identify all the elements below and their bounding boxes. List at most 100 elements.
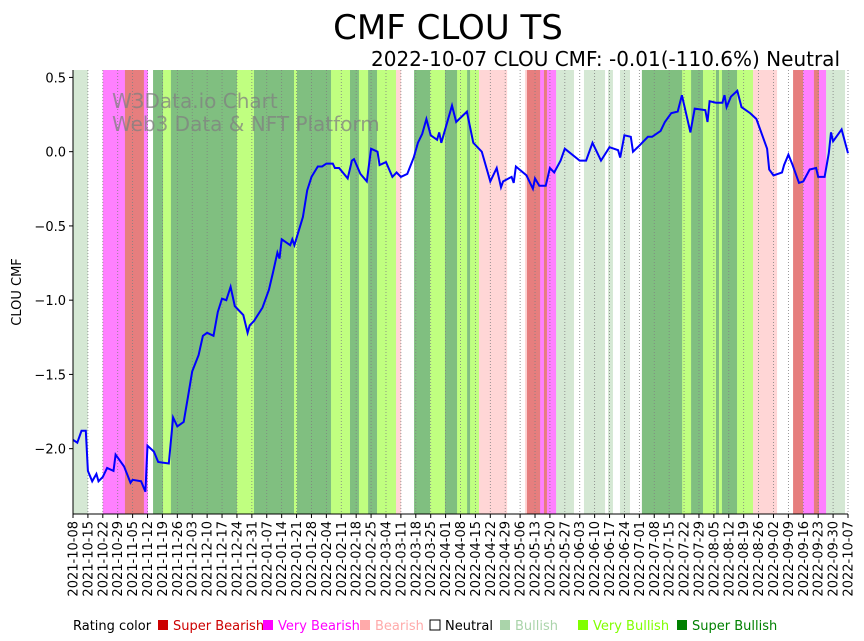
x-tick-label: 2022-08-19 (737, 521, 752, 597)
x-tick-label: 2021-11-19 (156, 521, 171, 597)
band-neutral (147, 70, 154, 514)
x-tick-label: 2022-09-16 (797, 521, 812, 597)
band-neutral (507, 70, 526, 514)
band-neutral (573, 70, 585, 514)
y-tick-label: −0.5 (34, 220, 66, 235)
band-neutral (612, 70, 621, 514)
band-very-bullish (682, 70, 692, 514)
y-tick-label: −1.0 (34, 294, 66, 309)
band-very-bearish (546, 70, 557, 514)
x-tick-label: 2022-09-02 (767, 521, 782, 597)
x-tick-label: 2022-05-27 (558, 521, 573, 597)
x-tick-label: 2022-06-03 (573, 521, 588, 597)
legend-swatch-very-bearish (263, 620, 273, 630)
band-neutral (629, 70, 643, 514)
band-very-bullish (470, 70, 480, 514)
y-tick-label: 0.5 (45, 71, 66, 86)
legend-swatch-bullish (500, 620, 510, 630)
band-super-bullish (715, 70, 720, 514)
chart-title: CMF CLOU TS (333, 8, 563, 48)
legend-label-bullish: Bullish (515, 619, 558, 634)
band-neutral (87, 70, 104, 514)
band-bullish (826, 70, 846, 514)
band-bearish (395, 70, 402, 514)
band-neutral (605, 70, 609, 514)
legend-title: Rating color (73, 619, 152, 634)
band-very-bullish (358, 70, 369, 514)
legend-swatch-bearish (360, 620, 370, 630)
x-tick-label: 2022-07-01 (633, 521, 648, 597)
x-tick-label: 2022-03-18 (409, 521, 424, 597)
x-tick-label: 2022-01-14 (275, 521, 290, 597)
x-axis-ticks: 2021-10-08 2021-10-15 2021-10-22 2021-10-29… (67, 514, 857, 597)
weekly-gridlines (72, 70, 849, 514)
band-bullish (608, 70, 614, 514)
band-super-bearish (543, 70, 548, 514)
x-tick-label: 2022-09-09 (782, 521, 797, 597)
band-super-bullish (368, 70, 378, 514)
band-very-bullish (294, 70, 298, 514)
x-tick-label: 2022-04-29 (499, 521, 514, 597)
legend-label-very-bullish: Very Bullish (593, 619, 669, 634)
band-super-bearish (793, 70, 804, 514)
x-tick-label: 2022-05-20 (543, 521, 558, 597)
band-very-bullish (236, 70, 255, 514)
x-tick-label: 2021-12-03 (186, 521, 201, 597)
rating-legend: Rating color Super Bearish Very Bearish Bea… (73, 619, 777, 634)
band-bullish (73, 70, 89, 514)
x-tick-label: 2022-04-01 (439, 521, 454, 597)
x-tick-label: 2022-04-22 (484, 521, 499, 597)
x-tick-label: 2021-10-22 (96, 521, 111, 597)
cmf-series-line (72, 88, 849, 493)
x-tick-label: 2021-11-05 (126, 521, 141, 597)
band-super-bullish (170, 70, 238, 514)
band-super-bullish (349, 70, 360, 514)
x-tick-label: 2022-04-15 (469, 521, 484, 597)
x-tick-label: 2022-03-25 (424, 521, 439, 597)
band-bullish (619, 70, 631, 514)
x-tick-label: 2021-10-15 (81, 521, 96, 597)
x-tick-label: 2021-10-08 (67, 521, 82, 597)
legend-swatch-neutral (429, 619, 441, 631)
x-tick-label: 2022-04-08 (454, 521, 469, 597)
y-axis-ticks: 0.5 0.0 −0.5 −1.0 −1.5 −2.0 (34, 71, 73, 458)
x-tick-label: 2022-05-06 (514, 521, 529, 597)
band-super-bullish (253, 70, 295, 514)
x-tick-label: 2022-02-25 (365, 521, 380, 597)
band-very-bullish (377, 70, 397, 514)
band-very-bearish (143, 70, 149, 514)
band-super-bullish (444, 70, 458, 514)
x-tick-label: 2022-06-17 (603, 521, 618, 597)
band-very-bullish (737, 70, 754, 514)
band-very-bullish (457, 70, 468, 514)
band-bearish (525, 70, 528, 514)
band-super-bearish (526, 70, 541, 514)
band-super-bullish (691, 70, 704, 514)
x-tick-label: 2022-08-05 (707, 521, 722, 597)
legend-swatch-very-bullish (578, 620, 588, 630)
x-tick-label: 2021-10-29 (111, 521, 126, 597)
x-tick-label: 2022-02-04 (320, 521, 335, 597)
legend-label-super-bullish: Super Bullish (692, 619, 777, 634)
legend-swatch-super-bullish (677, 620, 687, 630)
x-tick-label: 2022-03-04 (379, 521, 394, 597)
band-super-bullish (721, 70, 738, 514)
band-neutral (401, 70, 415, 514)
band-bearish (479, 70, 508, 514)
watermark-line-2: Web3 Data & NFT Platform (112, 112, 380, 136)
band-very-bullish (163, 70, 172, 514)
legend-label-neutral: Neutral (445, 619, 493, 634)
x-tick-label: 2022-01-21 (290, 521, 305, 597)
x-tick-label: 2022-07-08 (648, 521, 663, 597)
y-tick-label: 0.0 (45, 146, 66, 161)
x-tick-label: 2022-09-30 (827, 521, 842, 597)
band-neutral (777, 70, 794, 514)
legend-label-very-bearish: Very Bearish (278, 619, 360, 634)
x-tick-label: 2022-06-24 (618, 521, 633, 597)
x-tick-label: 2021-11-12 (141, 521, 156, 597)
x-tick-label: 2021-12-24 (230, 521, 245, 597)
band-super-bullish (153, 70, 164, 514)
x-tick-label: 2022-05-13 (529, 521, 544, 597)
x-tick-label: 2022-07-29 (692, 521, 707, 597)
